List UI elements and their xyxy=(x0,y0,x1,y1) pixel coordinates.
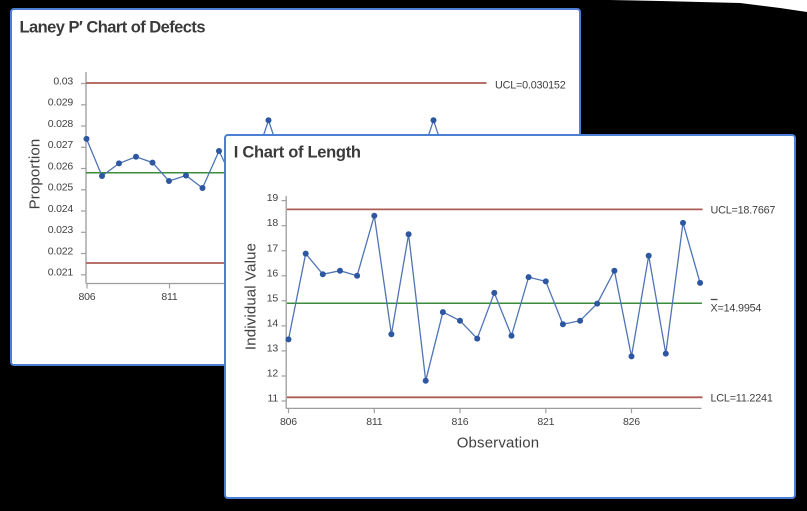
svg-text:Proportion: Proportion xyxy=(27,139,44,210)
svg-text:821: 821 xyxy=(537,416,554,428)
svg-text:0.025: 0.025 xyxy=(48,182,74,194)
svg-text:811: 811 xyxy=(366,416,382,428)
svg-text:15: 15 xyxy=(267,292,279,304)
svg-text:0.021: 0.021 xyxy=(48,267,74,279)
svg-text:826: 826 xyxy=(623,416,640,428)
svg-text:X=14.9954: X=14.9954 xyxy=(711,303,762,315)
svg-text:17: 17 xyxy=(267,242,279,254)
svg-text:LCL=11.2241: LCL=11.2241 xyxy=(711,393,773,405)
svg-text:Laney P′ Chart of Defects: Laney P′ Chart of Defects xyxy=(20,19,206,37)
svg-text:19: 19 xyxy=(267,192,279,204)
svg-text:13: 13 xyxy=(267,343,279,355)
svg-text:0.028: 0.028 xyxy=(48,118,74,130)
svg-text:12: 12 xyxy=(267,368,279,380)
svg-text:11: 11 xyxy=(268,393,279,405)
svg-text:806: 806 xyxy=(280,416,297,428)
svg-text:0.023: 0.023 xyxy=(48,224,74,236)
svg-text:Observation: Observation xyxy=(457,435,540,452)
svg-text:0.026: 0.026 xyxy=(48,160,74,172)
svg-text:16: 16 xyxy=(267,267,279,279)
svg-text:UCL=0.030152: UCL=0.030152 xyxy=(495,79,566,91)
svg-text:14: 14 xyxy=(267,317,279,329)
svg-text:0.024: 0.024 xyxy=(48,203,74,215)
svg-text:806: 806 xyxy=(79,291,96,303)
svg-text:811: 811 xyxy=(161,291,177,303)
svg-text:0.027: 0.027 xyxy=(48,139,74,151)
svg-text:0.029: 0.029 xyxy=(48,97,74,109)
svg-text:0.03: 0.03 xyxy=(53,75,73,87)
svg-text:0.022: 0.022 xyxy=(48,245,74,257)
svg-text:I Chart of Length: I Chart of Length xyxy=(234,143,361,161)
svg-text:UCL=18.7667: UCL=18.7667 xyxy=(711,205,776,217)
svg-text:816: 816 xyxy=(452,416,469,428)
svg-text:18: 18 xyxy=(267,217,279,229)
svg-text:Individual Value: Individual Value xyxy=(243,243,260,350)
